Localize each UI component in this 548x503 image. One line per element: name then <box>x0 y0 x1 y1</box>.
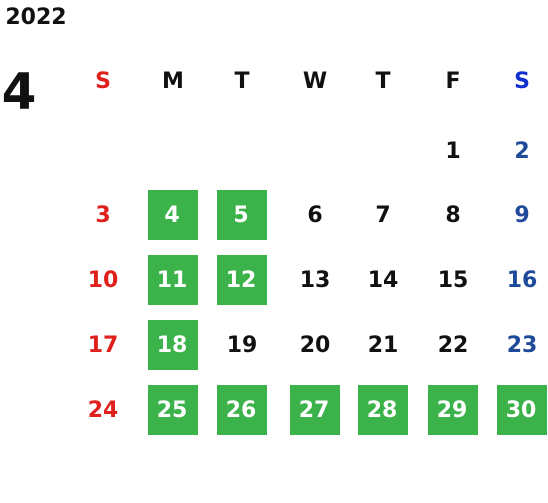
highlight-box <box>358 385 408 435</box>
day: 16 <box>507 268 538 293</box>
highlight-box <box>148 255 198 305</box>
day: 30 <box>506 398 537 423</box>
day: 20 <box>300 333 331 358</box>
day: 28 <box>367 398 398 423</box>
day: 4 <box>164 203 179 228</box>
highlight-box <box>217 190 267 240</box>
day: 3 <box>95 203 110 228</box>
day: 23 <box>507 333 538 358</box>
year: 2022 <box>5 5 66 30</box>
day: 9 <box>514 203 529 228</box>
weekday: W <box>303 69 327 94</box>
day: 24 <box>88 398 119 423</box>
day: 25 <box>157 398 188 423</box>
day: 22 <box>438 333 469 358</box>
day: 5 <box>233 203 248 228</box>
day: 1 <box>445 139 460 164</box>
highlight-box <box>148 190 198 240</box>
day: 11 <box>157 268 188 293</box>
highlight-box <box>217 255 267 305</box>
month: 4 <box>2 63 37 121</box>
day: 2 <box>514 139 529 164</box>
weekday: M <box>162 69 184 94</box>
highlight-box <box>217 385 267 435</box>
day: 18 <box>157 333 188 358</box>
weekday: T <box>234 69 249 94</box>
day: 8 <box>445 203 460 228</box>
day: 6 <box>307 203 322 228</box>
highlight-box <box>148 320 198 370</box>
highlight-box <box>148 385 198 435</box>
day: 10 <box>88 268 119 293</box>
weekday: T <box>375 69 390 94</box>
day: 17 <box>88 333 119 358</box>
day: 7 <box>375 203 390 228</box>
day: 29 <box>437 398 468 423</box>
weekday: F <box>445 69 460 94</box>
highlight-box <box>497 385 547 435</box>
weekday: S <box>95 69 111 94</box>
day: 12 <box>226 268 257 293</box>
day: 19 <box>227 333 258 358</box>
highlight-box <box>290 385 340 435</box>
day: 14 <box>368 268 399 293</box>
day: 21 <box>368 333 399 358</box>
day: 27 <box>299 398 330 423</box>
weekday: S <box>514 69 530 94</box>
day: 15 <box>438 268 469 293</box>
day: 13 <box>300 268 331 293</box>
day: 26 <box>226 398 257 423</box>
highlight-box <box>428 385 478 435</box>
